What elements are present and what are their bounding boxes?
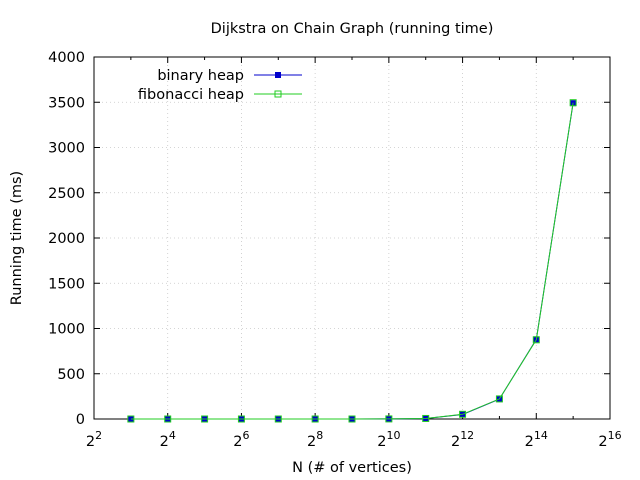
y-tick-label: 0 [76, 412, 85, 428]
data-point [495, 395, 503, 403]
series-line-1 [130, 102, 574, 420]
data-point [274, 415, 282, 423]
data-point [237, 415, 245, 423]
x-tick-label: 26 [233, 429, 249, 450]
x-tick-label: 216 [598, 429, 621, 450]
grid [94, 57, 610, 419]
data-point [311, 415, 319, 423]
legend-label: binary heap [157, 68, 244, 84]
legend-marker [275, 72, 281, 78]
data-point [532, 336, 540, 344]
data-point [385, 415, 393, 423]
x-tick-label: 22 [86, 429, 102, 450]
data-point [422, 414, 430, 422]
x-tick-label: 24 [160, 429, 176, 450]
data-point [164, 415, 172, 423]
chart-title: Dijkstra on Chain Graph (running time) [211, 21, 494, 37]
axis-ticks: 0 500 1000 1500 2000 2500 3000 3500 4000 22 24 26 28… [48, 50, 622, 450]
y-tick-label: 500 [57, 367, 85, 383]
data-point [201, 415, 209, 423]
data-point [459, 410, 467, 418]
y-tick-label: 1000 [48, 322, 85, 338]
y-tick-label: 3000 [48, 141, 85, 157]
series-layer [127, 99, 577, 423]
legend-label: fibonacci heap [138, 87, 244, 103]
y-tick-label: 2500 [48, 186, 85, 202]
y-tick-label: 1500 [48, 276, 85, 292]
legend: binary heap fibonacci heap [138, 68, 302, 103]
data-point [127, 416, 134, 422]
x-tick-label: 212 [451, 429, 474, 450]
y-axis-label: Running time (ms) [9, 171, 25, 305]
legend-marker [274, 90, 282, 98]
data-point [348, 415, 356, 423]
y-tick-label: 4000 [48, 50, 85, 66]
data-point [569, 99, 577, 107]
y-tick-label: 2000 [48, 231, 85, 247]
x-tick-label: 28 [307, 429, 323, 450]
data-point [127, 415, 135, 423]
x-tick-label: 214 [525, 429, 548, 450]
y-tick-label: 3500 [48, 95, 85, 111]
x-tick-label: 210 [377, 429, 400, 450]
x-axis-label: N (# of vertices) [292, 460, 412, 476]
